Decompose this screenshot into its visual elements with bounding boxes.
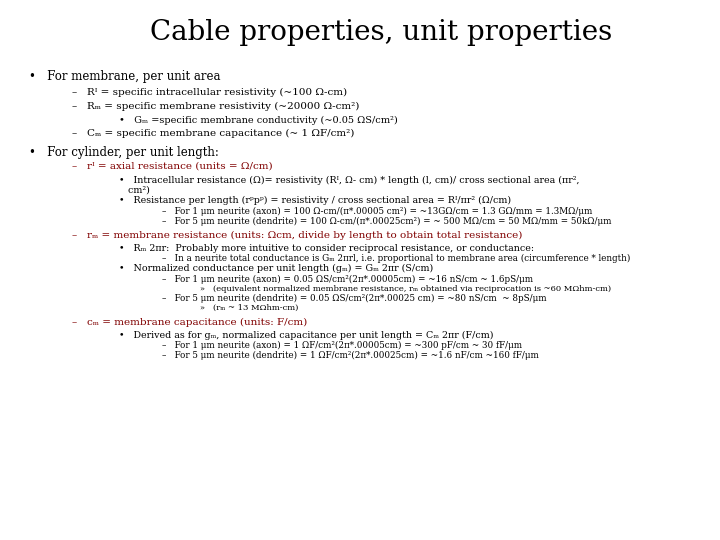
Text: cm²): cm²) bbox=[119, 186, 150, 195]
Text: –   rₘ = membrane resistance (units: Ωcm, divide by length to obtain total resis: – rₘ = membrane resistance (units: Ωcm, … bbox=[72, 231, 523, 240]
Text: –   For 1 μm neurite (axon) = 1 ΩF/cm²(2π*.00005cm) = ~300 pF/cm ~ 30 fF/μm: – For 1 μm neurite (axon) = 1 ΩF/cm²(2π*… bbox=[162, 341, 522, 350]
Text: –   Rᴵ = specific intracellular resistivity (~100 Ω-cm): – Rᴵ = specific intracellular resistivit… bbox=[72, 87, 347, 97]
Text: Cable properties, unit properties: Cable properties, unit properties bbox=[150, 19, 613, 46]
Text: –   In a neurite total conductance is Gₘ 2πrl, i.e. proportional to membrane are: – In a neurite total conductance is Gₘ 2… bbox=[162, 254, 631, 263]
Text: –   For 5 μm neurite (dendrite) = 1 ΩF/cm²(2π*.00025cm) = ~1.6 nF/cm ~160 fF/μm: – For 5 μm neurite (dendrite) = 1 ΩF/cm²… bbox=[162, 351, 539, 360]
Text: •   Intracellular resistance (Ω)= resistivity (Rᴵ, Ω- cm) * length (l, cm)/ cros: • Intracellular resistance (Ω)= resistiv… bbox=[119, 176, 580, 185]
Text: –   For 5 μm neurite (dendrite) = 100 Ω-cm/(π*.00025cm²) = ~ 500 MΩ/cm = 50 MΩ/m: – For 5 μm neurite (dendrite) = 100 Ω-cm… bbox=[162, 217, 611, 226]
Text: •   Resistance per length (rᵖpᵖ) = resistivity / cross sectional area = Rᴵ/πr² (: • Resistance per length (rᵖpᵖ) = resisti… bbox=[119, 196, 511, 205]
Text: –   cₘ = membrane capacitance (units: F/cm): – cₘ = membrane capacitance (units: F/cm… bbox=[72, 318, 307, 327]
Text: –   For 1 μm neurite (axon) = 0.05 ΩS/cm²(2π*.00005cm) = ~16 nS/cm ~ 1.6pS/μm: – For 1 μm neurite (axon) = 0.05 ΩS/cm²(… bbox=[162, 275, 533, 284]
Text: –   For 5 μm neurite (dendrite) = 0.05 ΩS/cm²(2π*.00025 cm) = ~80 nS/cm  ~ 8pS/μ: – For 5 μm neurite (dendrite) = 0.05 ΩS/… bbox=[162, 294, 546, 303]
Text: •   Rₘ 2πr:  Probably more intuitive to consider reciprocal resistance, or condu: • Rₘ 2πr: Probably more intuitive to con… bbox=[119, 244, 534, 253]
Text: •   Normalized conductance per unit length (gₘ) = Gₘ 2πr (S/cm): • Normalized conductance per unit length… bbox=[119, 264, 433, 273]
Text: –   Rₘ = specific membrane resistivity (~20000 Ω-cm²): – Rₘ = specific membrane resistivity (~2… bbox=[72, 102, 359, 111]
Text: »   (equivalent normalized membrane resistance, rₘ obtained via reciprocation is: » (equivalent normalized membrane resist… bbox=[200, 285, 611, 293]
Text: •   For cylinder, per unit length:: • For cylinder, per unit length: bbox=[29, 146, 219, 159]
Text: –   For 1 μm neurite (axon) = 100 Ω-cm/(π*.00005 cm²) = ~13GΩ/cm = 1.3 GΩ/mm = 1: – For 1 μm neurite (axon) = 100 Ω-cm/(π*… bbox=[162, 207, 593, 217]
Text: »   (rₘ ~ 13 MΩhm-cm): » (rₘ ~ 13 MΩhm-cm) bbox=[200, 304, 299, 312]
Text: •   Derived as for gₘ, normalized capacitance per unit length = Cₘ 2πr (F/cm): • Derived as for gₘ, normalized capacita… bbox=[119, 330, 493, 340]
Text: •   Gₘ =specific membrane conductivity (~0.05 ΩS/cm²): • Gₘ =specific membrane conductivity (~0… bbox=[119, 116, 397, 125]
Text: –   Cₘ = specific membrane capacitance (~ 1 ΩF/cm²): – Cₘ = specific membrane capacitance (~ … bbox=[72, 129, 354, 138]
Text: –   rᴵ = axial resistance (units = Ω/cm): – rᴵ = axial resistance (units = Ω/cm) bbox=[72, 162, 273, 171]
Text: •   For membrane, per unit area: • For membrane, per unit area bbox=[29, 70, 220, 83]
